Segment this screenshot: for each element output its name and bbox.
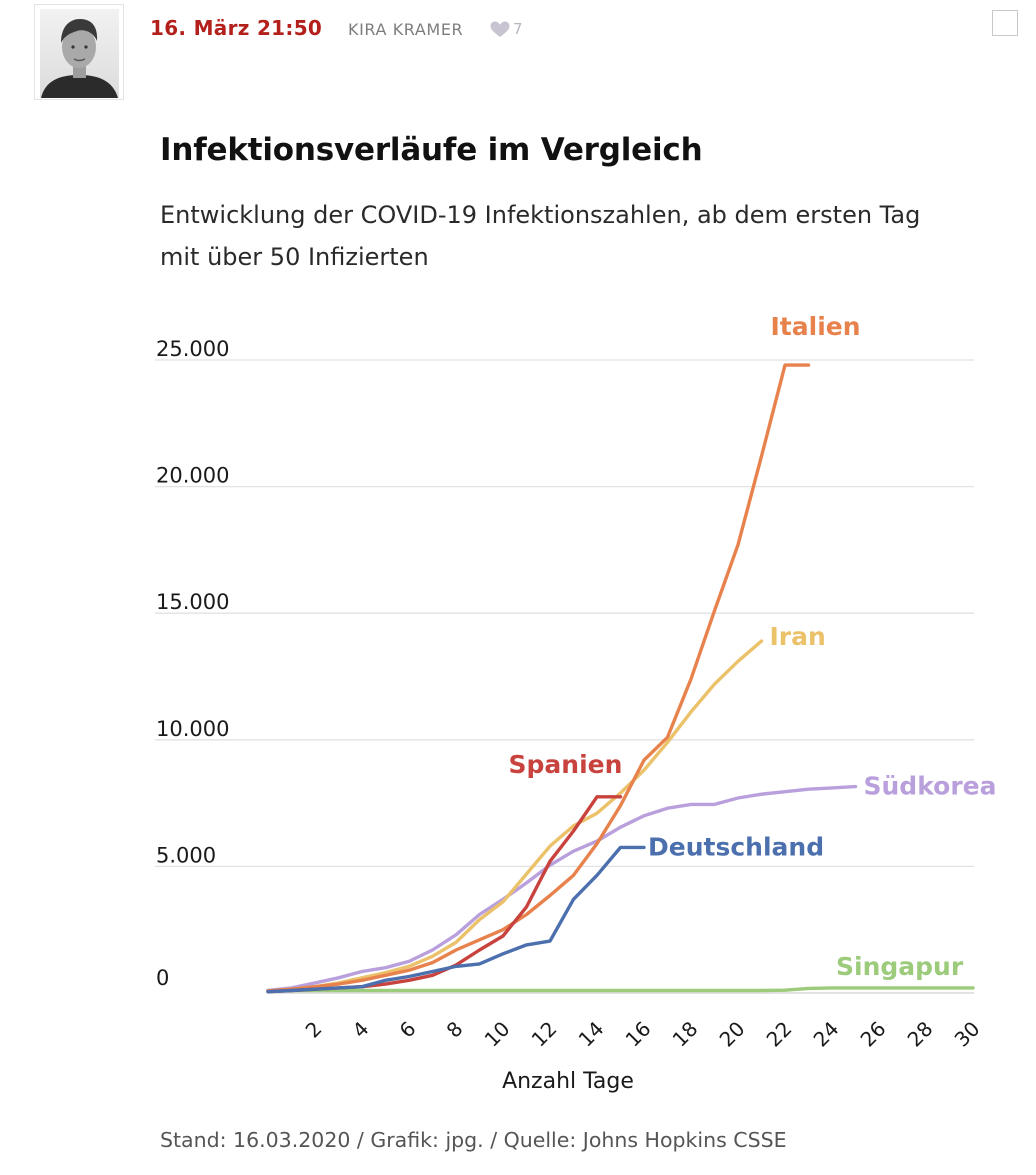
y-tick-label: 15.000 (156, 590, 229, 614)
grid-lines (155, 359, 974, 994)
series-line-spanien (266, 795, 623, 994)
x-tick-label: 20 (715, 1017, 750, 1052)
series-label-singapur: Singapur (836, 952, 964, 981)
series-label-italien: Italien (771, 312, 861, 341)
y-axis-tick-labels: 0 5.000 10.000 15.000 20.000 25.000 (156, 337, 229, 990)
y-tick-label: 25.000 (156, 337, 229, 361)
y-tick-label: 5.000 (156, 843, 216, 867)
series-labels: Singapur Südkorea Iran Italien Spanien Deutsc… (509, 312, 997, 981)
select-checkbox[interactable] (992, 10, 1018, 36)
series-label-spanien: Spanien (509, 750, 623, 779)
author-avatar[interactable] (34, 4, 124, 100)
x-tick-label: 14 (574, 1017, 609, 1052)
x-tick-label: 12 (527, 1017, 562, 1052)
x-tick-label: 22 (762, 1017, 797, 1052)
chart-source-note: Stand: 16.03.2020 / Grafik: jpg. / Quell… (160, 1128, 787, 1152)
series-line-südkorea (266, 784, 858, 993)
series-line-deutschland (266, 845, 646, 994)
chart-title: Infektionsverläufe im Vergleich (160, 132, 703, 168)
series-label-südkorea: Südkorea (864, 772, 997, 801)
author-photo-icon (40, 9, 119, 98)
x-tick-label: 26 (856, 1017, 891, 1052)
x-tick-label: 6 (395, 1017, 421, 1043)
x-tick-label: 8 (442, 1017, 468, 1043)
like-button[interactable]: 7 (490, 20, 523, 38)
heart-icon (490, 21, 510, 37)
chart-subtitle: Entwicklung der COVID-19 Infektionszahle… (160, 201, 921, 271)
post-author[interactable]: KIRA KRAMER (348, 20, 464, 39)
x-tick-label: 24 (809, 1017, 844, 1052)
series-label-iran: Iran (770, 622, 826, 651)
series-line-iran (266, 639, 764, 994)
y-tick-label: 20.000 (156, 464, 229, 488)
x-tick-label: 30 (950, 1017, 985, 1052)
x-tick-label: 4 (348, 1017, 374, 1043)
x-tick-label: 10 (480, 1017, 515, 1052)
x-tick-label: 18 (668, 1017, 703, 1052)
series-lines (266, 363, 975, 994)
x-axis-label: Anzahl Tage (502, 1069, 634, 1094)
x-tick-label: 16 (621, 1017, 656, 1052)
post-timestamp: 16. März 21:50 (150, 16, 323, 40)
x-tick-label: 28 (903, 1017, 938, 1052)
series-line-singapur (266, 986, 975, 993)
series-line-italien (266, 363, 811, 993)
series-label-deutschland: Deutschland (648, 832, 824, 861)
x-axis-tick-labels: 2 4 6 8 10 12 14 16 18 20 22 24 26 28 30 (301, 1017, 985, 1052)
x-tick-label: 2 (301, 1017, 327, 1043)
like-count: 7 (513, 20, 523, 38)
y-tick-label: 10.000 (156, 717, 229, 741)
y-tick-label: 0 (156, 966, 169, 990)
